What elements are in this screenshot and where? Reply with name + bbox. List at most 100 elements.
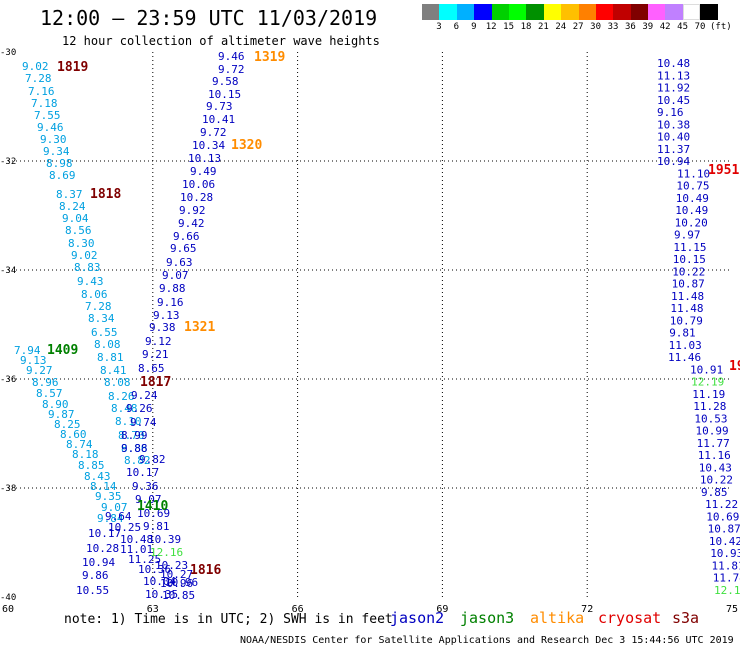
- wave-height-color-scale: [422, 4, 718, 20]
- scale-label: 15: [503, 22, 515, 32]
- pass-number-label: 1819: [57, 60, 88, 75]
- wave-height-label: 9.84: [97, 512, 124, 525]
- wave-height-label: 9.21: [142, 348, 169, 361]
- wave-height-label: 10.17: [126, 466, 159, 479]
- wave-height-label: 10.49: [675, 204, 708, 217]
- wave-height-label: 11.37: [657, 143, 690, 156]
- pass-number-label: 1320: [231, 138, 262, 153]
- wave-height-label: 11.92: [657, 82, 690, 95]
- wave-height-label: 10.39: [148, 533, 181, 546]
- wave-height-label: 10.75: [676, 180, 709, 193]
- wave-height-label: 10.42: [709, 535, 740, 548]
- wave-height-label: 9.97: [674, 229, 701, 242]
- lon-label: 69: [436, 604, 448, 615]
- wave-height-label: 11.03: [669, 339, 702, 352]
- wave-height-label: 9.35: [95, 490, 122, 503]
- wave-height-label: 12.10: [714, 584, 740, 597]
- wave-height-label: 7.28: [25, 72, 52, 85]
- wave-height-label: 11.13: [657, 69, 690, 82]
- wave-height-label: 8.08: [94, 338, 121, 351]
- wave-height-label: 8.81: [97, 351, 124, 364]
- wave-height-label: 10.06: [182, 178, 215, 191]
- wave-height-label: 8.65: [138, 362, 165, 375]
- scale-swatch: [613, 4, 631, 20]
- wave-height-label: 9.16: [157, 296, 184, 309]
- scale-swatch: [543, 4, 562, 20]
- wave-height-label: 9.46: [37, 121, 64, 134]
- pass-number-label: 1410: [137, 499, 168, 514]
- wave-height-label: 10.85: [162, 589, 195, 602]
- wave-height-label: 7.16: [28, 85, 55, 98]
- lon-label: 66: [292, 604, 304, 615]
- wave-height-label: 9.02: [22, 60, 49, 73]
- wave-height-label: 9.43: [77, 275, 104, 288]
- wave-height-label: 10.40: [657, 131, 690, 144]
- wave-height-label: 9.82: [139, 453, 166, 466]
- pass-number-label: 1818: [90, 187, 121, 202]
- wave-height-label: 8.25: [54, 418, 81, 431]
- scale-swatch: [439, 4, 457, 20]
- legend-jason2: jason2: [390, 609, 445, 627]
- scale-swatch: [700, 4, 718, 20]
- scale-label: 12: [485, 22, 497, 32]
- wave-height-label: 9.12: [145, 335, 172, 348]
- wave-height-label: 9.42: [178, 217, 205, 230]
- wave-height-label: 9.04: [62, 212, 89, 225]
- wave-height-label: 8.41: [100, 364, 127, 377]
- wave-height-label: 9.87: [48, 408, 75, 421]
- map-title: 12:00 — 23:59 UTC 11/03/2019: [40, 6, 378, 30]
- map-subtitle: 12 hour collection of altimeter wave hei…: [62, 34, 380, 48]
- scale-swatch: [561, 4, 579, 20]
- wave-height-label: 6.55: [91, 326, 118, 339]
- wave-height-label: 11.48: [670, 302, 703, 315]
- wave-height-label: 10.45: [657, 94, 690, 107]
- wave-height-label: 10.28: [86, 542, 119, 555]
- wave-height-label: 10.22: [700, 474, 733, 487]
- wave-height-label: 9.86: [82, 569, 109, 582]
- wave-height-label: 8.34: [88, 312, 115, 325]
- wave-height-label: 9.64: [105, 510, 132, 523]
- lat-label: -34: [0, 266, 16, 276]
- scale-swatch: [526, 4, 544, 20]
- scale-label: 6: [453, 22, 460, 32]
- wave-height-label: 10.53: [694, 412, 727, 425]
- lon-label: 63: [147, 604, 159, 615]
- wave-height-label: 9.73: [206, 100, 233, 113]
- wave-height-label: 8.86: [121, 442, 148, 455]
- wave-height-label: 8.74: [66, 438, 93, 451]
- wave-height-label: 10.69: [137, 507, 170, 520]
- scale-label: 36: [624, 22, 636, 32]
- wave-height-label: 10.23: [155, 559, 188, 572]
- wave-height-label: 10.91: [690, 363, 723, 376]
- scale-label: 9: [471, 22, 477, 32]
- wave-height-label: 8.57: [36, 387, 63, 400]
- pass-number-label: 1817: [140, 375, 171, 390]
- scale-swatch: [508, 4, 527, 20]
- wave-height-label: 10.17: [88, 527, 121, 540]
- wave-height-label: 7.94: [14, 344, 41, 357]
- lon-label: 60: [2, 604, 14, 615]
- scale-swatch: [422, 4, 440, 20]
- wave-height-label: 10.55: [76, 584, 109, 597]
- wave-height-label: 12.19: [691, 376, 724, 389]
- wave-height-label: 8.99: [121, 429, 148, 442]
- pass-number-label: 1321: [184, 320, 215, 335]
- scale-label: 30: [590, 22, 602, 32]
- wave-height-label: 10.28: [180, 191, 213, 204]
- wave-height-label: 9.07: [101, 501, 128, 514]
- wave-height-label: 8.90: [42, 398, 69, 411]
- wave-height-label: 9.34: [43, 145, 70, 158]
- wave-height-label: 8.98: [46, 157, 73, 170]
- scale-swatch: [456, 4, 475, 20]
- wave-height-label: 9.49: [190, 165, 217, 178]
- wave-height-label: 10.15: [208, 88, 241, 101]
- wave-height-label: 10.94: [82, 556, 115, 569]
- scale-label: 3: [436, 22, 442, 32]
- wave-height-label: 9.30: [40, 133, 67, 146]
- wave-height-label: 8.96: [32, 376, 59, 389]
- wave-height-label: 9.92: [179, 204, 206, 217]
- lat-label: -32: [0, 157, 16, 167]
- scale-swatch: [682, 4, 701, 20]
- wave-height-label: 9.74: [130, 416, 157, 429]
- wave-height-label: 11.01: [120, 543, 153, 556]
